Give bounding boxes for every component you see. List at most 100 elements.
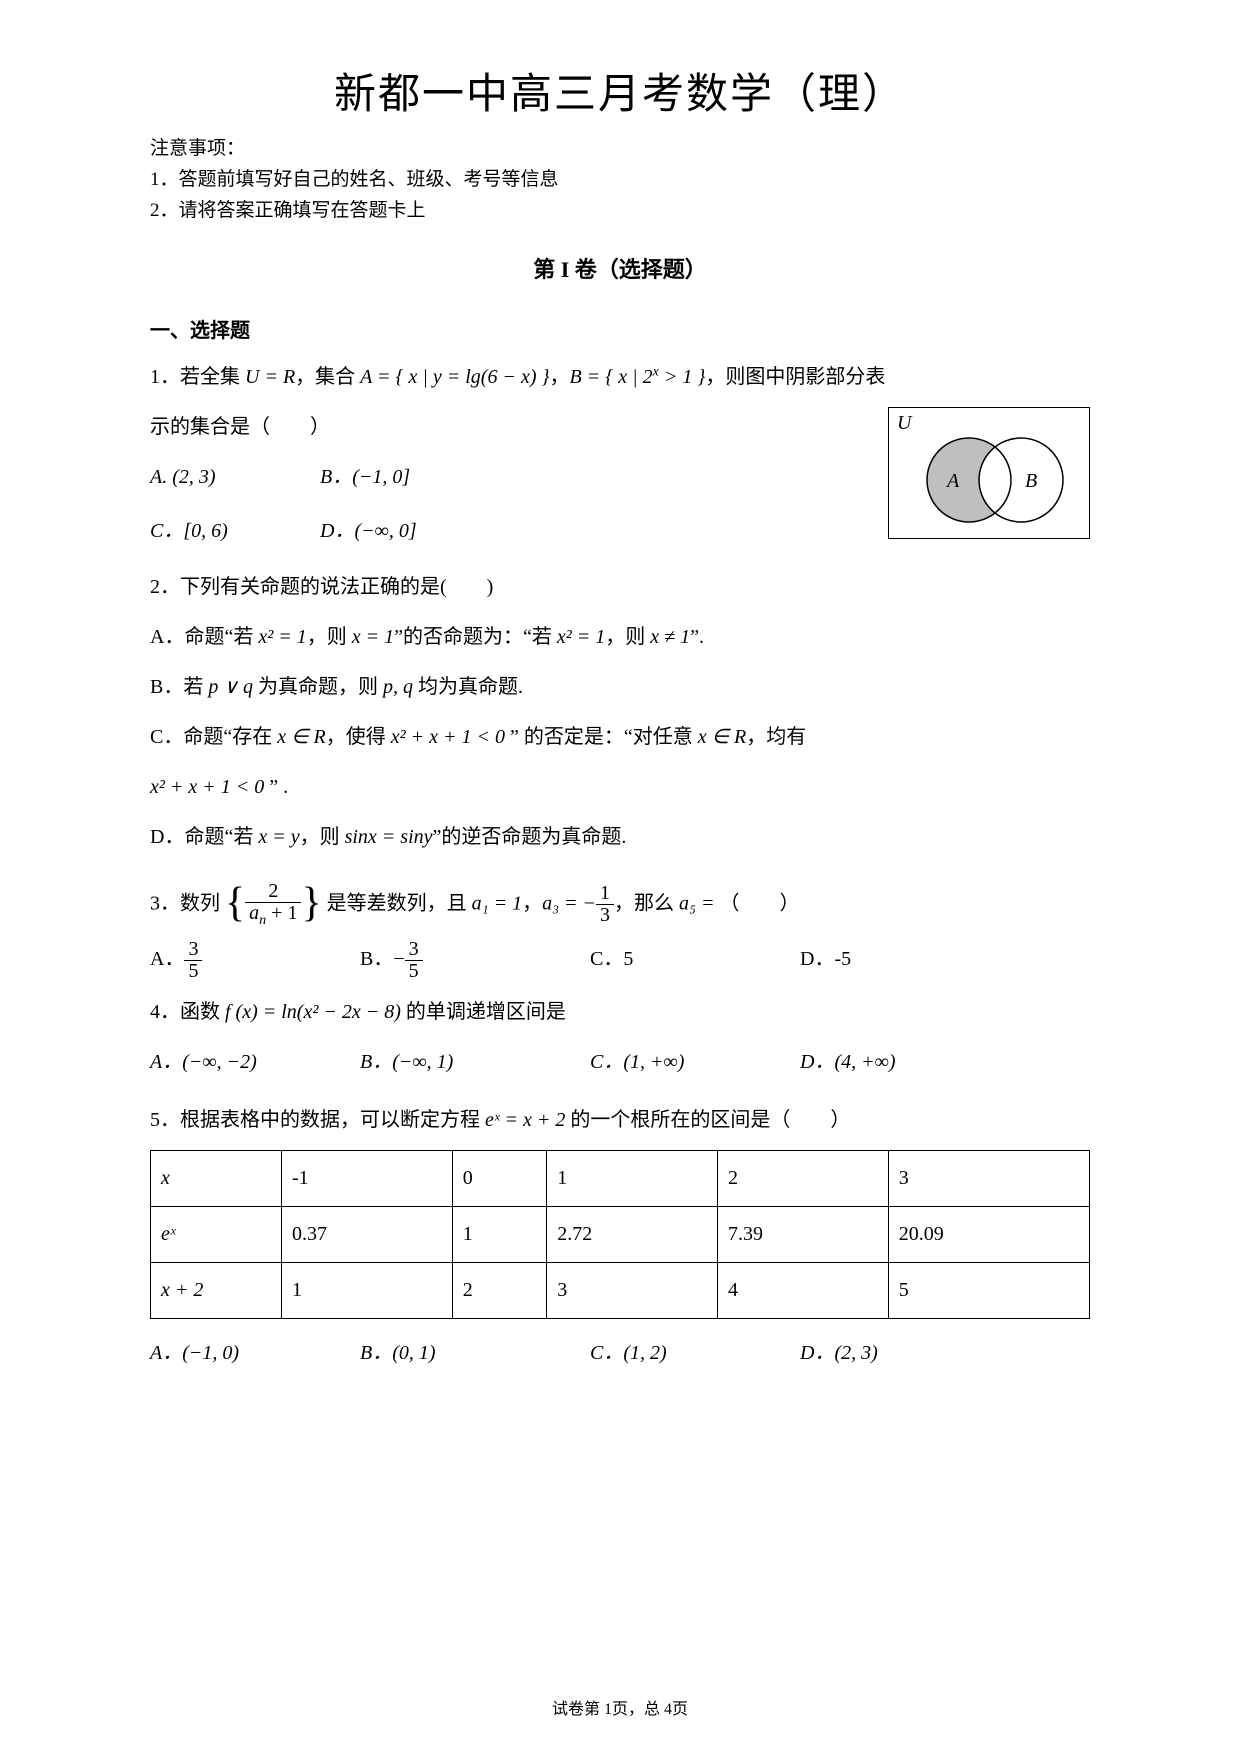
q3-optD: D．-5: [800, 939, 851, 982]
cell: 1: [452, 1206, 547, 1262]
cell: -1: [282, 1150, 453, 1206]
q5-optB: B．(0, 1): [360, 1333, 590, 1373]
venn-label-U: U: [897, 412, 911, 435]
cell: 7.39: [717, 1206, 888, 1262]
q1-B-pre: B = { x | 2: [570, 366, 653, 388]
cell-ex: eˣ: [151, 1206, 282, 1262]
q2C2-e: x² + x + 1 < 0: [150, 776, 264, 798]
cell: 2: [452, 1262, 547, 1318]
q4-optA: A．(−∞, −2): [150, 1042, 360, 1082]
q1-mid1: ，集合: [295, 366, 360, 388]
q3A-d: 5: [184, 961, 202, 982]
q5-tail: 的一个根所在的区间是（ ）: [565, 1109, 850, 1131]
q1-mid2: ，: [550, 366, 570, 388]
q4-optD: D．(4, +∞): [800, 1042, 896, 1082]
q1-optB: B．(−1, 0]: [320, 457, 530, 497]
part-1-heading: 第 I 卷（选择题）: [150, 252, 1090, 284]
notice-1: 1．答题前填写好自己的姓名、班级、考号等信息: [150, 164, 1090, 191]
q3-pre: 3．数列: [150, 892, 225, 914]
q2-optB: B．若 p ∨ q 为真命题，则 p, q 均为真命题.: [150, 667, 1090, 707]
q4-tail: 的单调递增区间是: [401, 1001, 566, 1023]
q1-B: B = { x | 2x > 1 }: [570, 366, 706, 388]
q2B-e1: p ∨ q: [208, 676, 253, 698]
cell: 5: [888, 1262, 1089, 1318]
q2C-e2: x² + x + 1 < 0: [391, 726, 505, 748]
question-5-stem: 5．根据表格中的数据，可以断定方程 eˣ = x + 2 的一个根所在的区间是（…: [150, 1100, 1090, 1140]
q5-options: A．(−1, 0) B．(0, 1) C．(1, 2) D．(2, 3): [150, 1333, 1090, 1373]
q3-optA: A．35: [150, 939, 360, 982]
q2-optA: A．命题“若 x² = 1，则 x = 1”的否命题为：“若 x² = 1，则 …: [150, 617, 1090, 657]
q3-m1: 是等差数列，且: [322, 892, 472, 914]
q5-optA: A．(−1, 0): [150, 1333, 360, 1373]
q5-table: x -1 0 1 2 3 eˣ 0.37 1 2.72 7.39 20.09 x…: [150, 1150, 1090, 1319]
cell: 3: [547, 1262, 718, 1318]
table-row: x -1 0 1 2 3: [151, 1150, 1090, 1206]
q2-optD: D．命题“若 x = y，则 sinx = siny”的逆否命题为真命题.: [150, 817, 1090, 857]
q1-optC: C．[0, 6): [150, 511, 320, 551]
q2B-pre: B．若: [150, 676, 208, 698]
q3-frac-a: a: [249, 902, 259, 924]
table-row: x + 2 1 2 3 4 5: [151, 1262, 1090, 1318]
page: 新都一中高三月考数学（理） 注意事项： 1．答题前填写好自己的姓名、班级、考号等…: [0, 0, 1240, 1754]
cell-x: x: [151, 1150, 282, 1206]
q2D-pre: D．命题“若: [150, 826, 258, 848]
notice-heading: 注意事项：: [150, 133, 1090, 160]
q3B-d: 5: [405, 961, 423, 982]
q5-eq: eˣ = x + 2: [485, 1109, 565, 1131]
question-1-block: 1．若全集 U = R，集合 A = { x | y = lg(6 − x) }…: [150, 357, 1090, 551]
q3-options: A．35 B．−35 C．5 D．-5: [150, 939, 1090, 982]
q3-m2: ，: [522, 892, 542, 914]
q3-rbrace: }: [301, 882, 321, 924]
q3-m3: ，那么: [614, 892, 679, 914]
q2C-pre: C．命题“存在: [150, 726, 277, 748]
q1-A: A = { x | y = lg(6 − x) }: [360, 366, 549, 388]
q2B-e2: p, q: [383, 676, 413, 698]
q3-optB: B．−35: [360, 939, 590, 982]
q3-a3n: 1: [596, 883, 614, 905]
q3A-pre: A．: [150, 948, 184, 970]
q2A-e2: x = 1: [352, 626, 394, 648]
cell: 1: [547, 1150, 718, 1206]
q2A-e1: x² = 1: [258, 626, 306, 648]
q4-optC: C．(1, +∞): [590, 1042, 800, 1082]
venn-svg: [889, 408, 1089, 538]
q4-fx: f (x) = ln(x² − 2x − 8): [225, 1001, 401, 1023]
table-row: eˣ 0.37 1 2.72 7.39 20.09: [151, 1206, 1090, 1262]
q3-tail: （ ）: [719, 892, 799, 914]
q2C-m1: ，使得: [326, 726, 391, 748]
q2C-m2: ” 的否定是：“对任意: [505, 726, 698, 748]
q1-optD: D．(−∞, 0]: [320, 511, 530, 551]
q1-tail: ，则图中阴影部分表: [705, 366, 885, 388]
venn-label-B: B: [1025, 470, 1037, 493]
q3-frac-d: an + 1: [245, 903, 301, 929]
q5-pre: 5．根据表格中的数据，可以断定方程: [150, 1109, 485, 1131]
question-1-stem: 1．若全集 U = R，集合 A = { x | y = lg(6 − x) }…: [150, 357, 1090, 397]
section-1-heading: 一、选择题: [150, 314, 1090, 343]
q3-lbrace: {: [225, 882, 245, 924]
q2-optC-line2: x² + x + 1 < 0 ” .: [150, 767, 1090, 807]
q2A-pre: A．命题“若: [150, 626, 258, 648]
venn-label-A: A: [947, 470, 959, 493]
venn-box: U A B: [888, 407, 1090, 539]
cell: 2: [717, 1150, 888, 1206]
q3A-n: 3: [184, 939, 202, 961]
q3B-pre: B．−: [360, 948, 405, 970]
q3-a3d: 3: [596, 905, 614, 926]
q2B-tail: 均为真命题.: [413, 676, 523, 698]
cell: 3: [888, 1150, 1089, 1206]
q1-UeqR: U = R: [245, 366, 295, 388]
q1-pre: 1．若全集: [150, 366, 245, 388]
notice-2: 2．请将答案正确填写在答题卡上: [150, 195, 1090, 222]
q3-a5: a₅ =: [679, 892, 719, 914]
q2D-tail: ”的逆否命题为真命题.: [433, 826, 627, 848]
q3-a1: a₁ = 1: [472, 892, 522, 914]
cell-xp2: x + 2: [151, 1262, 282, 1318]
cell: 1: [282, 1262, 453, 1318]
cell: 20.09: [888, 1206, 1089, 1262]
q2A-e3: x² = 1: [557, 626, 605, 648]
q4-options: A．(−∞, −2) B．(−∞, 1) C．(1, +∞) D．(4, +∞): [150, 1042, 1090, 1082]
q2A-tail: ”.: [690, 626, 704, 648]
q2D-e1: x = y: [258, 826, 299, 848]
q3-frac-n: 2: [245, 881, 301, 903]
q4-optB: B．(−∞, 1): [360, 1042, 590, 1082]
